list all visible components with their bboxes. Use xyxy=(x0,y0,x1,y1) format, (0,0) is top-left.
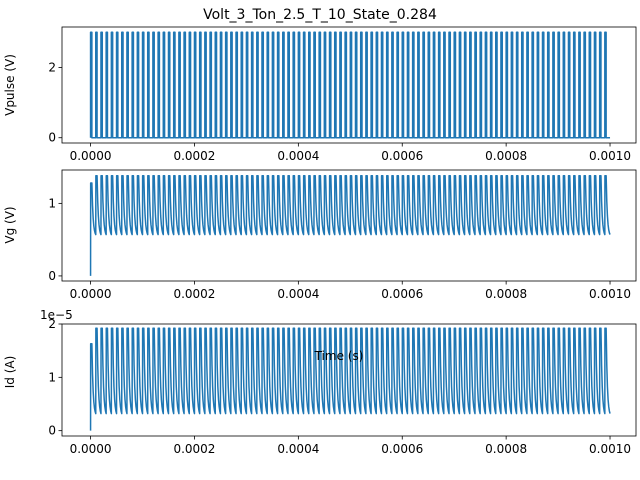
vpulse-x-tick-label: 0.0004 xyxy=(277,149,319,163)
vpulse-x-tick-label: 0.0002 xyxy=(173,149,215,163)
id-x-tick-label: 0.0002 xyxy=(173,442,215,456)
vg-y-tick-label: 1 xyxy=(48,196,56,210)
vg-axes-frame xyxy=(61,169,637,282)
vpulse-x-tick-label: 0.0000 xyxy=(70,149,112,163)
x-axis-label: Time (s) xyxy=(314,349,364,363)
vpulse-y-tick-label: 2 xyxy=(48,60,56,74)
vpulse-x-tick-label: 0.0008 xyxy=(485,149,527,163)
id-y-tick-label: 0 xyxy=(48,424,56,438)
id-y-axis-label: Id (A) xyxy=(3,356,17,389)
vpulse-y-axis-label: Vpulse (V) xyxy=(3,54,17,116)
id-x-tick-label: 0.0008 xyxy=(485,442,527,456)
vg-subplot: Vg (V) 0.0000 0.0002 0.0004 0.0006 0.0008 0.0… xyxy=(3,169,637,301)
vpulse-y-tick-label: 0 xyxy=(48,131,56,145)
vg-x-tick-label: 0.0002 xyxy=(173,287,215,301)
id-x-tick-label: 0.0004 xyxy=(277,442,319,456)
id-y-tick-label: 1 xyxy=(48,370,56,384)
vg-x-tick-label: 0.0004 xyxy=(277,287,319,301)
id-series-line xyxy=(89,327,611,431)
vpulse-subplot: Vpulse (V) 0.0000 0.0002 0.0004 0.0006 0.000… xyxy=(3,26,637,163)
vpulse-x-tick-label: 0.0006 xyxy=(381,149,423,163)
id-x-tick-label: 0.0000 xyxy=(70,442,112,456)
chart-title: Volt_3_Ton_2.5_T_10_State_0.284 xyxy=(203,7,437,23)
id-y-tick-label: 2 xyxy=(48,317,56,331)
vpulse-x-tick-label: 0.0010 xyxy=(589,149,631,163)
vg-x-tick-label: 0.0010 xyxy=(589,287,631,301)
id-x-tick-label: 0.0010 xyxy=(589,442,631,456)
id-axes-frame xyxy=(61,323,637,437)
id-subplot: Id (A) 1e−5 0.0000 0.0002 0.0004 0.0006 0.00… xyxy=(3,308,637,456)
id-x-tick-label: 0.0006 xyxy=(381,442,423,456)
id-offset-text: 1e−5 xyxy=(40,308,73,322)
vg-x-tick-label: 0.0008 xyxy=(485,287,527,301)
vpulse-series-line xyxy=(89,31,611,139)
vg-y-axis-label: Vg (V) xyxy=(3,206,17,243)
vg-y-tick-label: 0 xyxy=(48,269,56,283)
vg-x-tick-label: 0.0006 xyxy=(381,287,423,301)
vpulse-axes-frame xyxy=(61,26,637,144)
vg-x-tick-label: 0.0000 xyxy=(70,287,112,301)
vg-series-line xyxy=(89,175,611,276)
